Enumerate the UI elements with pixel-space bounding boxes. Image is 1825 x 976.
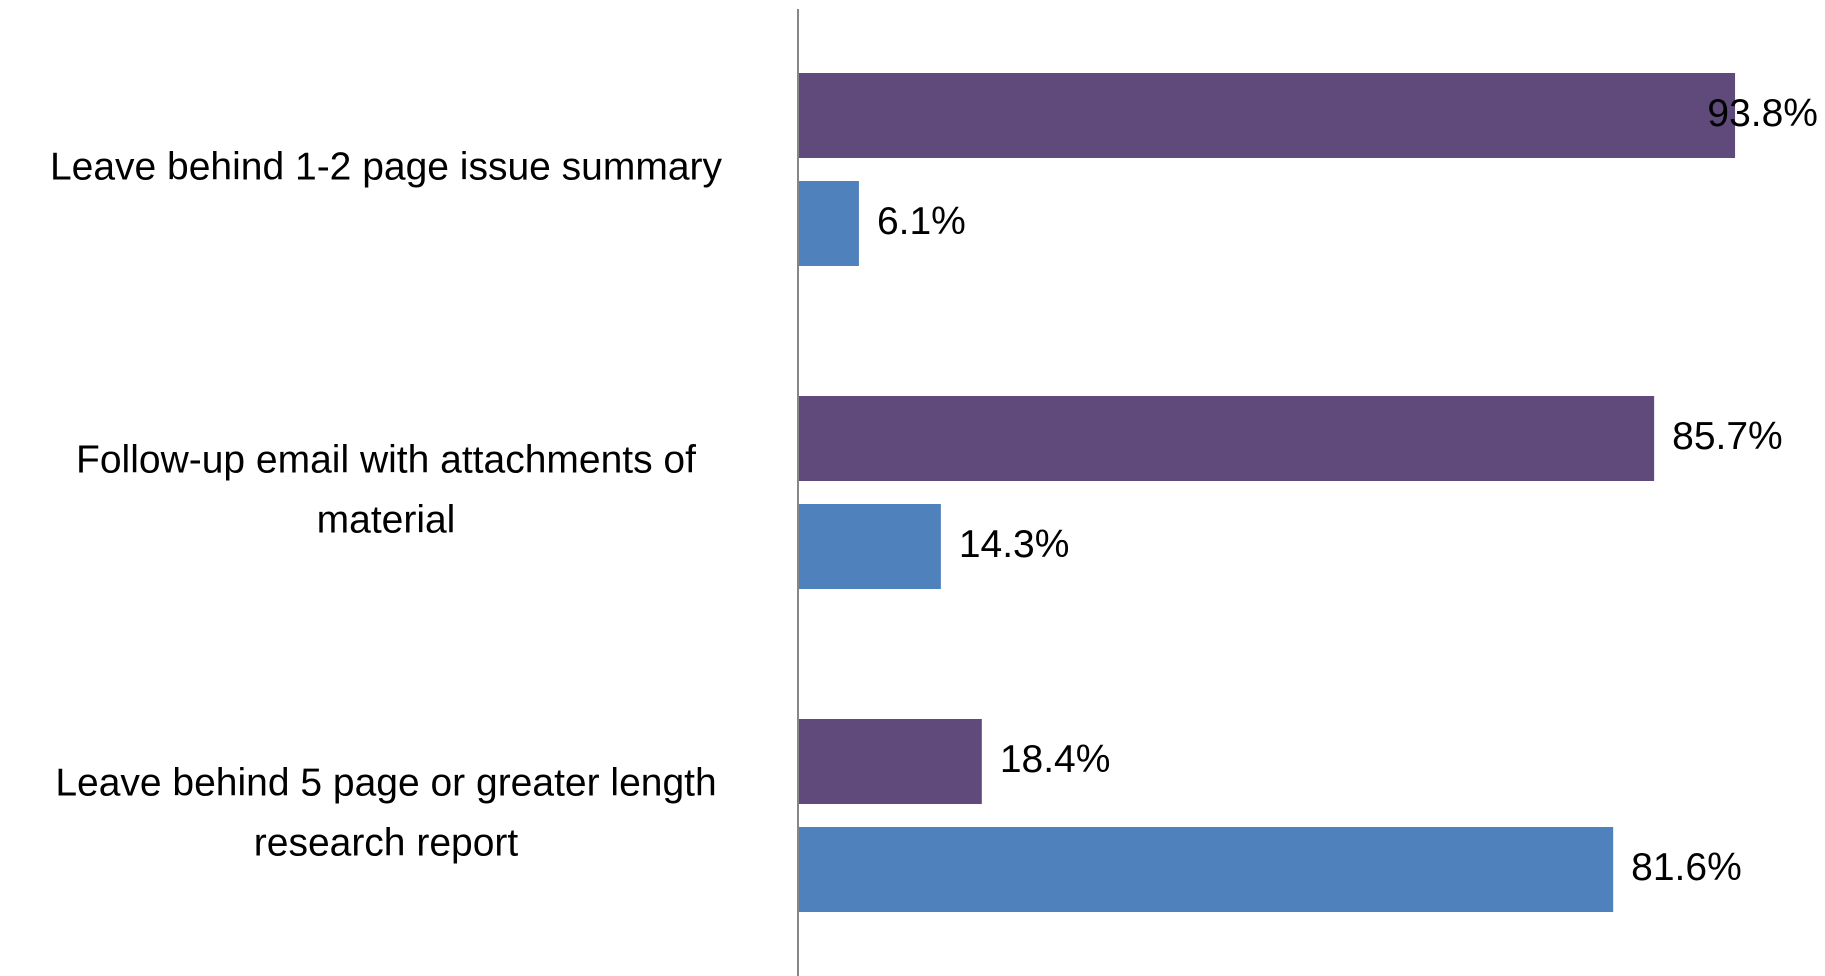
bar bbox=[798, 719, 982, 804]
value-label: 85.7% bbox=[1672, 415, 1783, 458]
category-label: Follow-up email with attachments of mater… bbox=[76, 439, 696, 542]
value-label: 18.4% bbox=[1000, 738, 1111, 781]
value-label: 93.8% bbox=[1707, 92, 1818, 135]
bar bbox=[798, 73, 1736, 158]
bar bbox=[798, 396, 1655, 481]
value-label: 81.6% bbox=[1631, 846, 1742, 889]
category-label: Leave behind 1-2 page issue summary bbox=[50, 146, 723, 189]
bar bbox=[798, 181, 859, 266]
value-label: 14.3% bbox=[959, 523, 1070, 566]
value-label: 6.1% bbox=[877, 200, 966, 243]
category-label: Leave behind 5 page or greater length res… bbox=[55, 762, 716, 865]
bar bbox=[798, 504, 941, 589]
bar bbox=[798, 827, 1614, 912]
